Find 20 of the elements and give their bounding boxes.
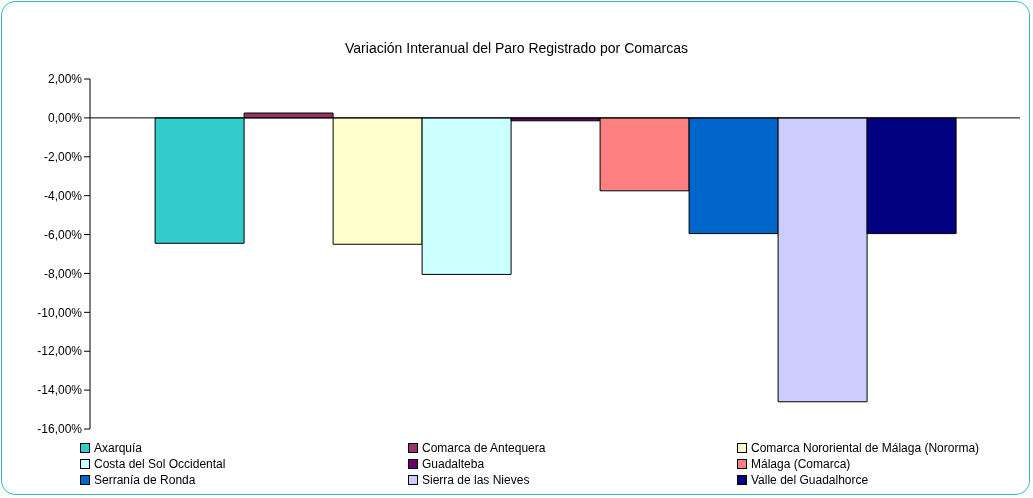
y-tick-label: -12,00%	[37, 344, 83, 359]
chart-title: Variación Interanual del Paro Registrado por Comarcas	[344, 40, 689, 56]
legend-label: Málaga (Comarca)	[751, 456, 851, 471]
y-tick-label: -10,00%	[37, 305, 83, 320]
y-tick-label: 0,00%	[47, 111, 83, 126]
legend-label: Sierra de las Nieves	[422, 472, 530, 487]
legend-label: Axarquía	[94, 440, 143, 455]
legend-label: Comarca de Antequera	[422, 440, 546, 455]
y-tick-label: -14,00%	[37, 383, 83, 398]
legend-label: Valle del Guadalhorce	[751, 472, 869, 487]
y-tick-label: -8,00%	[43, 266, 83, 281]
legend-label: Serranía de Ronda	[94, 472, 196, 487]
y-tick-label: -2,00%	[43, 150, 83, 165]
y-tick-label: 2,00%	[47, 72, 83, 87]
legend-label: Comarca Nororiental de Málaga (Nororma)	[751, 440, 980, 455]
y-tick-label: -16,00%	[37, 422, 83, 437]
legend-label: Guadalteba	[422, 456, 485, 471]
legend-label: Costa del Sol Occidental	[94, 456, 226, 471]
y-tick-label: -4,00%	[43, 188, 83, 203]
y-tick-label: -6,00%	[43, 227, 83, 242]
